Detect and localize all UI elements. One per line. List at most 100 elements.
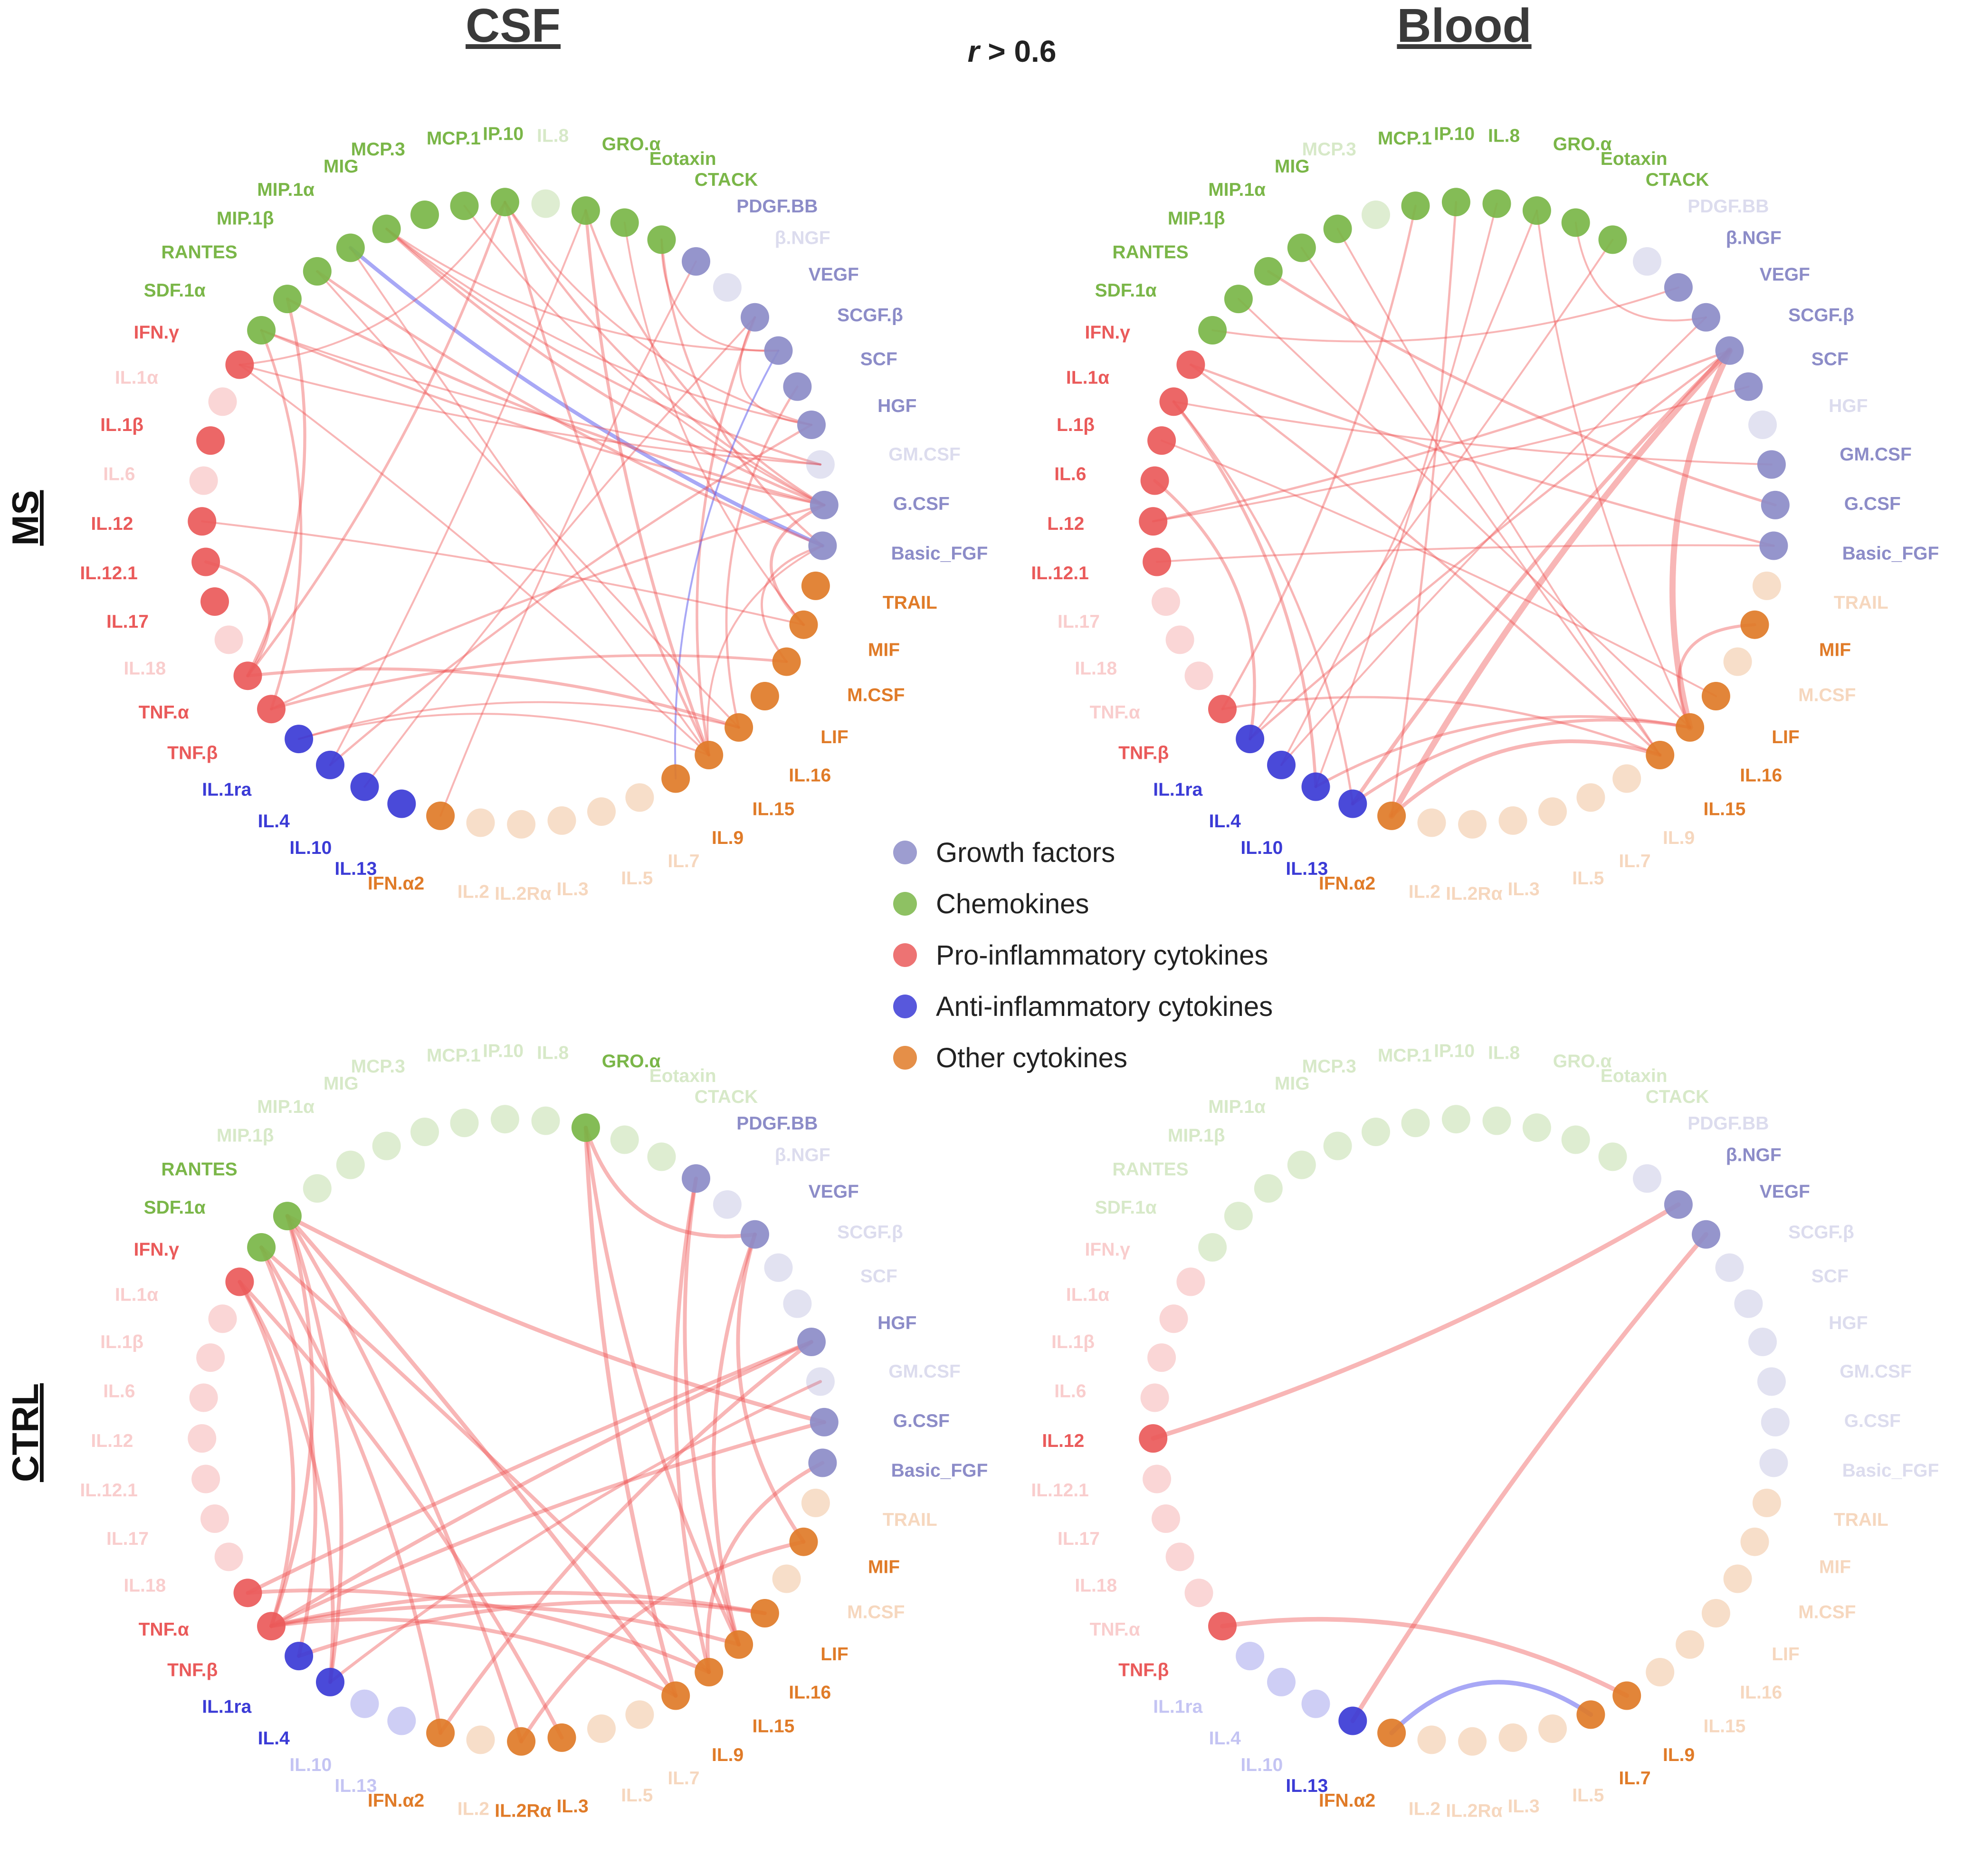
- node-il-12: [188, 1424, 217, 1453]
- node-label-il-16: IL.16: [1740, 1683, 1782, 1703]
- node-hgf: [797, 1328, 826, 1356]
- node-il-1: [208, 1304, 237, 1333]
- node-label-rantes: RANTES: [1112, 242, 1188, 262]
- node-mip-1: [1254, 257, 1283, 286]
- node-il-13: [1338, 789, 1367, 818]
- node-mif: [789, 1527, 818, 1556]
- node-ctack: [647, 1142, 676, 1171]
- node-label-ip-10: IP.10: [483, 124, 524, 144]
- threshold-value: > 0.6: [980, 34, 1057, 68]
- edge-m-csf-tnf: [270, 654, 788, 710]
- node-label-il-12-1: IL.12.1: [80, 563, 137, 584]
- edge-scgf-il-1ra: [1249, 349, 1731, 740]
- edge-il-12-ngf: [1151, 1202, 1681, 1441]
- node-trail: [801, 1488, 830, 1517]
- edge-vegf-hgf: [739, 316, 812, 426]
- node-ifn-2: [1377, 801, 1406, 830]
- node-label-il-6: IL.6: [1054, 1381, 1086, 1401]
- node-label-basic-fgf: Basic_FGF: [1842, 544, 1939, 564]
- node-label-mip-1: MIP.1β: [217, 208, 274, 229]
- node-label-mcp-1: MCP.1: [427, 1045, 481, 1066]
- edge-g-csf-mif: [770, 503, 826, 626]
- node-mcp-3: [410, 1118, 439, 1146]
- edge-il-16-tnf: [246, 667, 741, 729]
- node-il-3: [1498, 1723, 1527, 1752]
- edge-il-6-il-1ra: [1153, 479, 1256, 741]
- node-label-il-12: IL.12: [91, 514, 133, 534]
- node-hgf: [797, 411, 826, 439]
- node-label-il-1: IL.1α: [115, 367, 158, 388]
- edge-eotaxin-vegf: [1574, 221, 1707, 322]
- edge-gro-g-csf: [584, 209, 826, 507]
- node-mcp-3: [1362, 201, 1390, 229]
- node-rantes: [1224, 1202, 1253, 1231]
- node-label-il-2: IL.2: [458, 882, 489, 902]
- edge-ifn-il-15: [238, 364, 710, 756]
- node-mig: [1323, 214, 1352, 243]
- node-il-2: [1417, 1725, 1446, 1754]
- node-label-sdf-1: SDF.1α: [144, 1197, 206, 1218]
- node-il-18: [1165, 625, 1194, 654]
- node-pdgf-bb: [1633, 1164, 1661, 1193]
- edge-mif-il-16: [1677, 623, 1756, 729]
- node-label-il-9: IL.9: [712, 828, 744, 848]
- node-label-vegf: VEGF: [809, 1182, 859, 1202]
- legend-label: Growth factors: [936, 837, 1115, 868]
- edge-scgf-il-16: [1669, 347, 1733, 731]
- edge-il-16-il-13: [1351, 718, 1692, 805]
- node-il-10: [1301, 772, 1330, 801]
- edge-rantes-g-csf: [285, 1214, 827, 1425]
- node-il-4: [316, 750, 344, 779]
- node-il-13: [1338, 1706, 1367, 1735]
- node-il-17: [1152, 1504, 1180, 1533]
- legend-swatch: [893, 892, 917, 916]
- node-scf: [783, 1289, 812, 1318]
- node-label-il-16: IL.16: [1740, 766, 1782, 786]
- edge-mip-1-il-16: [316, 270, 740, 728]
- node-label-scf: SCF: [1811, 1266, 1849, 1287]
- node-il-3: [547, 806, 576, 835]
- edge-tnf-il-9: [1220, 1617, 1629, 1698]
- node-label-eotaxin: Eotaxin: [1601, 149, 1668, 169]
- legend-label: Pro-inflammatory cytokines: [936, 940, 1268, 971]
- node-il-1: [208, 387, 237, 416]
- node-label-gm-csf: GM.CSF: [888, 444, 961, 465]
- node-g-csf: [1761, 1407, 1790, 1436]
- node-label-il-10: IL.10: [289, 1755, 332, 1775]
- edge-basic-fgf-il-15: [706, 545, 824, 756]
- node-mif: [789, 610, 818, 639]
- edges: [201, 201, 826, 817]
- node-label-il-13: IL.13: [334, 1776, 377, 1796]
- node-il-5: [587, 797, 616, 826]
- node-il-17: [200, 587, 229, 616]
- node-label-tnf: TNF.β: [167, 743, 218, 764]
- node-label-il-8: IL.8: [537, 1043, 569, 1063]
- node-il-1ra: [1236, 1642, 1265, 1671]
- node-gm-csf: [1757, 1367, 1786, 1396]
- node-tnf: [1208, 695, 1237, 724]
- edge-sdf-1-tnf: [260, 329, 303, 710]
- edge-eotaxin-mif: [623, 221, 805, 626]
- node-label-lif: LIF: [1772, 727, 1799, 747]
- node-scgf: [1715, 1253, 1744, 1282]
- column-title-csf: CSF: [466, 0, 561, 52]
- node-mcp-1: [1401, 191, 1430, 220]
- edge-il-1-il-10: [1172, 400, 1317, 788]
- node-il-8: [1482, 1106, 1511, 1135]
- node-label-mif: MIF: [868, 640, 900, 660]
- legend-item-other-cytokines: Other cytokines: [893, 1043, 1127, 1073]
- edge-ifn-basic-fgf: [1190, 364, 1775, 547]
- edge-il-8-il-10: [1315, 202, 1498, 788]
- node-pdgf-bb: [682, 1164, 710, 1193]
- edge-il-15-il-1ra: [298, 713, 710, 756]
- node-il-16: [1676, 1630, 1705, 1659]
- row-title-ctrl: CTRL: [4, 1383, 46, 1482]
- edge-gro-il-16: [1535, 210, 1691, 728]
- node-scf: [783, 372, 812, 401]
- edge-ip-10-il-15: [504, 201, 710, 756]
- node-sdf-1: [1198, 316, 1227, 345]
- node-label-il-13: IL.13: [1286, 1776, 1328, 1796]
- edge-vegf-il-4: [1280, 316, 1707, 766]
